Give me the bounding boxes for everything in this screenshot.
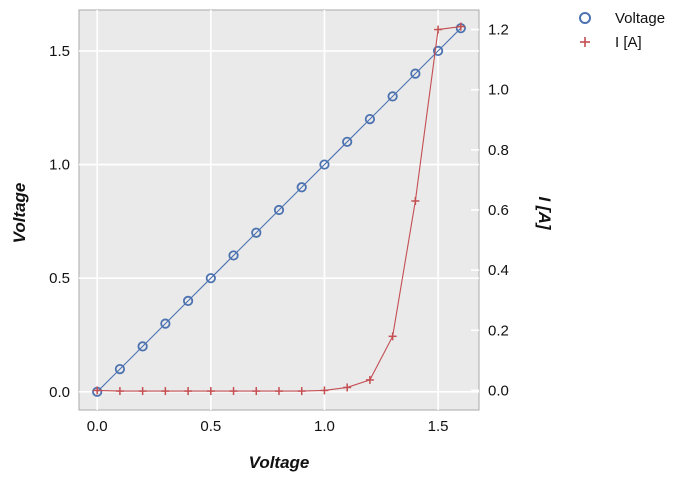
data-point-current — [206, 387, 215, 396]
data-point-current — [434, 25, 443, 34]
series-layer — [92, 22, 466, 397]
y2-tick-label: 1.0 — [488, 82, 509, 99]
data-point-voltage — [296, 182, 307, 193]
y2-axis-title: I [A] — [535, 196, 554, 230]
data-point-voltage — [114, 363, 126, 375]
data-point-voltage — [273, 204, 285, 216]
data-point-current — [297, 387, 306, 396]
x-tick-label: 1.5 — [428, 418, 449, 435]
y2-tick-label: 0.0 — [488, 382, 509, 399]
y2-tick-label: 0.6 — [488, 202, 509, 219]
data-point-current — [411, 196, 420, 205]
legend-label-current: I [A] — [615, 34, 642, 51]
data-point-voltage — [228, 250, 239, 261]
data-point-voltage — [205, 273, 216, 284]
data-point-voltage — [342, 136, 353, 147]
ticks: 0.0 0.5 1.0 1.5 0.0 0.5 1.0 1.5 0.0 0.2 0.4 0.6 0.8 1… — [49, 22, 509, 435]
data-point-voltage — [137, 341, 148, 352]
y-axis-title: Voltage — [10, 183, 29, 244]
y2-tick-label: 0.8 — [488, 142, 509, 159]
legend: Voltage I [A] — [579, 10, 665, 51]
data-point-current — [161, 387, 170, 396]
data-point-current — [252, 387, 261, 396]
data-point-current — [365, 375, 374, 384]
data-point-current — [115, 387, 124, 396]
data-point-current — [138, 387, 147, 396]
y2-tick-label: 0.2 — [488, 322, 509, 339]
data-point-voltage — [251, 227, 262, 238]
legend-marker-voltage — [579, 12, 591, 24]
data-point-current — [184, 387, 193, 396]
data-point-voltage — [182, 295, 194, 307]
data-point-current — [456, 22, 465, 31]
data-point-current — [388, 332, 397, 341]
data-point-voltage — [160, 318, 171, 329]
y-tick-label: 0.5 — [49, 270, 70, 287]
y2-tick-label: 0.4 — [488, 262, 509, 279]
x-axis-title: Voltage — [249, 453, 310, 472]
legend-label-voltage: Voltage — [615, 10, 665, 27]
data-point-voltage — [364, 113, 376, 125]
data-point-current — [93, 386, 102, 395]
series-line-voltage — [96, 27, 462, 393]
data-point-voltage — [432, 45, 444, 57]
x-tick-label: 0.0 — [87, 418, 108, 435]
legend-marker-current — [580, 37, 590, 47]
data-point-current — [275, 387, 283, 396]
y-tick-label: 1.5 — [49, 43, 70, 60]
y2-tick-label: 1.2 — [488, 22, 509, 39]
x-tick-label: 0.5 — [200, 418, 221, 435]
data-point-voltage — [319, 159, 330, 170]
y-tick-label: 1.0 — [49, 157, 70, 174]
data-point-current — [343, 383, 352, 392]
data-point-voltage — [387, 91, 398, 102]
data-point-current — [320, 386, 329, 395]
data-point-voltage — [410, 68, 421, 79]
data-point-current — [229, 387, 238, 396]
y-tick-label: 0.0 — [49, 384, 70, 401]
x-tick-label: 1.0 — [314, 418, 335, 435]
